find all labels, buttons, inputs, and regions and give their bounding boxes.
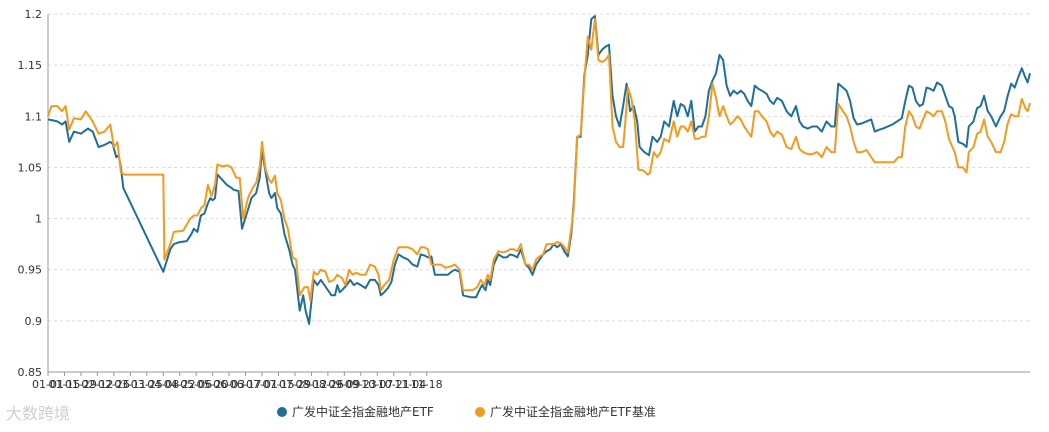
x-tick-label: 04-08 [147, 378, 179, 391]
y-tick-label: 1.15 [18, 59, 43, 72]
x-tick-label: 10-21 [378, 378, 410, 391]
y-tick-label: 0.95 [18, 264, 43, 277]
y-tick-label: 1.05 [18, 161, 43, 174]
y-tick-label: 0.85 [18, 366, 43, 379]
x-tick-label: 09-09 [328, 378, 360, 391]
plot-area [47, 15, 1031, 325]
watermark-text: 大数跨境 [6, 404, 71, 423]
y-tick-label: 1.2 [25, 8, 43, 21]
series-line-1 [47, 18, 1031, 302]
x-tick-label: 01-29 [65, 378, 97, 391]
x-tick-label: 06-17 [230, 378, 262, 391]
x-tick-label: 09-23 [345, 378, 377, 391]
x-tick-label: 11-04 [394, 378, 426, 391]
legend-label-1: 广发中证全指金融地产ETF基准 [490, 404, 656, 419]
x-tick-label: 01-01 [32, 378, 64, 391]
y-tick-label: 1 [35, 213, 42, 226]
x-tick-label: 08-26 [312, 378, 344, 391]
grid-lines [48, 13, 1030, 373]
y-tick-label: 0.9 [25, 315, 43, 328]
legend: 广发中证全指金融地产ETF 广发中证全指金融地产ETF基准 [277, 404, 656, 419]
legend-marker-0 [277, 407, 287, 417]
legend-marker-1 [475, 407, 485, 417]
x-tick-label: 07-29 [279, 378, 311, 391]
x-tick-label: 03-25 [131, 378, 163, 391]
x-tick-label: 07-15 [263, 378, 295, 391]
y-axis: 0.85 0.9 0.95 1 1.05 1.1 1.15 1.2 [18, 8, 49, 379]
x-tick-label: 05-20 [197, 378, 229, 391]
x-tick-label: 03-11 [114, 378, 146, 391]
legend-label-0: 广发中证全指金融地产ETF [292, 404, 434, 419]
x-tick-label: 04-22 [164, 378, 196, 391]
watermark: 大数跨境 [6, 400, 70, 424]
x-tick-label: 10-07 [361, 378, 393, 391]
x-tick-label: 02-12 [81, 378, 113, 391]
x-tick-label: 01-15 [48, 378, 80, 391]
x-tick-label: 05-06 [180, 378, 212, 391]
x-tick-label: 06-03 [213, 378, 245, 391]
x-tick-label: 08-12 [295, 378, 327, 391]
x-tick-label: 07-01 [246, 378, 278, 391]
y-tick-label: 1.1 [25, 110, 43, 123]
x-axis: 01-0101-1501-2902-1202-2603-1103-2504-08… [32, 371, 1030, 391]
x-tick-label: 11-18 [411, 378, 443, 391]
x-tick-label: 02-26 [98, 378, 130, 391]
series-line-0 [47, 15, 1031, 325]
